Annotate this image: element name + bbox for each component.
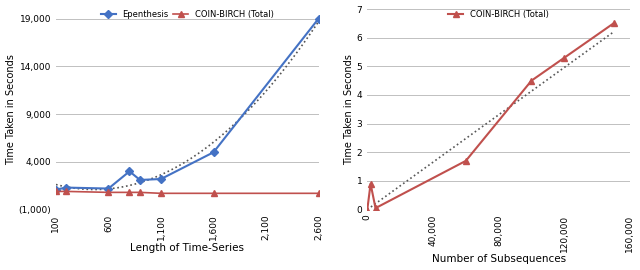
COIN-BIRCH (Total) [210, 192, 218, 195]
Epenthesis [210, 151, 218, 154]
COIN-BIRCH (Total) [104, 191, 112, 194]
COIN-BIRCH (Total) [63, 190, 70, 193]
COIN-BIRCH (Total) [364, 208, 371, 211]
COIN-BIRCH (Total) [136, 191, 144, 194]
X-axis label: Number of Subsequences: Number of Subsequences [431, 254, 566, 264]
Line: Epenthesis: Epenthesis [53, 16, 321, 192]
COIN-BIRCH (Total) [52, 190, 60, 193]
COIN-BIRCH (Total) [372, 207, 380, 210]
COIN-BIRCH (Total) [367, 182, 374, 185]
Epenthesis [52, 188, 60, 191]
COIN-BIRCH (Total) [315, 192, 323, 195]
COIN-BIRCH (Total) [125, 191, 133, 194]
Line: COIN-BIRCH (Total): COIN-BIRCH (Total) [364, 20, 617, 213]
Legend: Epenthesis, COIN-BIRCH (Total): Epenthesis, COIN-BIRCH (Total) [100, 9, 275, 20]
Line: COIN-BIRCH (Total): COIN-BIRCH (Total) [52, 188, 322, 197]
Epenthesis [315, 17, 323, 20]
COIN-BIRCH (Total) [157, 192, 165, 195]
Y-axis label: Time Taken in Seconds: Time Taken in Seconds [344, 54, 354, 165]
Y-axis label: Time Taken in Seconds: Time Taken in Seconds [6, 54, 15, 165]
Epenthesis [63, 186, 70, 189]
Epenthesis [136, 178, 144, 182]
Epenthesis [157, 177, 165, 181]
Epenthesis [125, 170, 133, 173]
COIN-BIRCH (Total) [527, 79, 535, 82]
X-axis label: Length of Time-Series: Length of Time-Series [131, 243, 244, 253]
COIN-BIRCH (Total) [561, 56, 568, 59]
Epenthesis [104, 187, 112, 190]
Legend: COIN-BIRCH (Total): COIN-BIRCH (Total) [447, 9, 550, 20]
COIN-BIRCH (Total) [462, 159, 470, 163]
COIN-BIRCH (Total) [610, 22, 618, 25]
